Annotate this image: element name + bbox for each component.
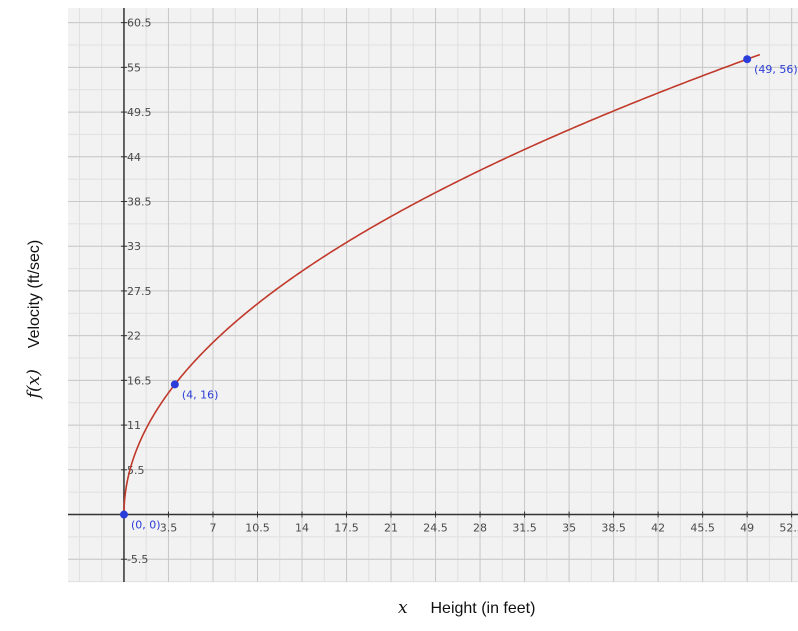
y-tick-label: 11 bbox=[127, 419, 141, 432]
y-tick-label: 16.5 bbox=[127, 374, 152, 387]
data-point bbox=[170, 380, 179, 389]
y-tick-label: 38.5 bbox=[127, 196, 152, 209]
y-tick-label: 55 bbox=[127, 61, 141, 74]
y-axis-label: Velocity (ft/sec) bbox=[26, 239, 43, 349]
y-axis-title: f(x) Velocity (ft/sec) bbox=[14, 240, 54, 399]
x-tick-label: 21 bbox=[384, 522, 398, 535]
x-tick-label: 49 bbox=[740, 522, 754, 535]
y-tick-label: 44 bbox=[127, 151, 141, 164]
x-tick-label: 10.5 bbox=[245, 522, 270, 535]
data-point bbox=[119, 510, 128, 519]
y-tick-label: 60.5 bbox=[127, 17, 152, 30]
x-axis-label: Height (in feet) bbox=[430, 600, 536, 617]
point-label: (0, 0) bbox=[131, 519, 161, 532]
x-tick-label: 35 bbox=[562, 522, 576, 535]
y-tick-label: -5.5 bbox=[127, 553, 148, 566]
plot-background bbox=[68, 8, 798, 582]
y-tick-label: 33 bbox=[127, 240, 141, 253]
function-curve bbox=[123, 53, 761, 515]
y-tick-label: 22 bbox=[127, 330, 141, 343]
point-label: (4, 16) bbox=[182, 388, 219, 401]
y-tick-label: 49.5 bbox=[127, 106, 152, 119]
data-point bbox=[743, 55, 752, 64]
x-tick-label: 52.5 bbox=[779, 522, 798, 535]
x-tick-label: 38.5 bbox=[601, 522, 626, 535]
x-axis-variable: x bbox=[398, 598, 408, 618]
x-tick-label: 28 bbox=[473, 522, 487, 535]
x-tick-label: 17.5 bbox=[334, 522, 359, 535]
y-axis-variable: f(x) bbox=[24, 369, 44, 399]
y-tick-label: 27.5 bbox=[127, 285, 152, 298]
x-tick-label: 7 bbox=[209, 522, 216, 535]
x-tick-label: 45.5 bbox=[690, 522, 715, 535]
x-axis-title: x Height (in feet) bbox=[398, 598, 535, 618]
x-tick-label: 3.5 bbox=[160, 522, 178, 535]
x-tick-label: 31.5 bbox=[512, 522, 537, 535]
x-tick-label: 14 bbox=[295, 522, 309, 535]
x-tick-label: 42 bbox=[651, 522, 665, 535]
x-tick-label: 24.5 bbox=[423, 522, 448, 535]
point-label: (49, 56) bbox=[754, 63, 798, 76]
